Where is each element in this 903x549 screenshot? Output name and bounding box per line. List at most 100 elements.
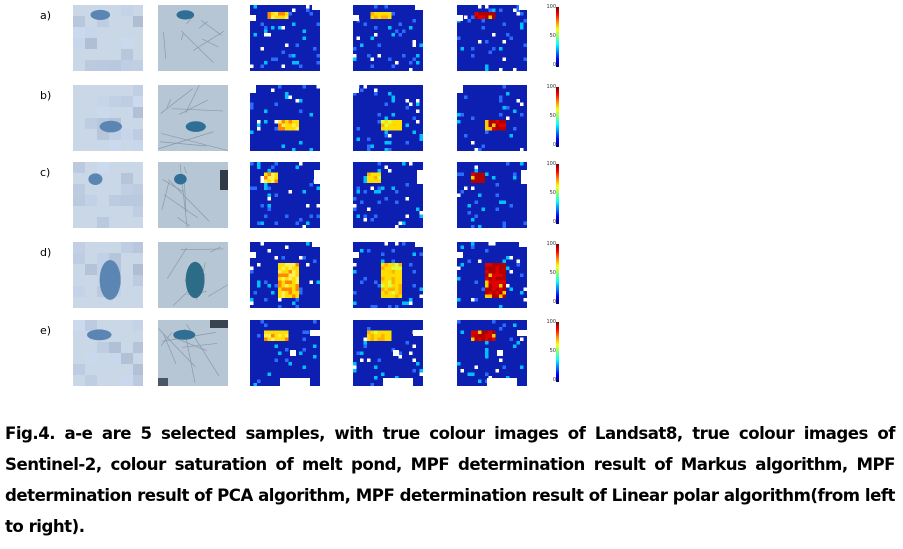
- map-cell: [250, 301, 254, 305]
- map-cell: [409, 162, 413, 166]
- map-cell: [278, 85, 282, 89]
- map-cell: [499, 305, 503, 308]
- map-cell: [267, 334, 271, 338]
- ice-crack: [180, 30, 214, 64]
- map-cell: [306, 8, 310, 12]
- map-cell: [464, 134, 468, 138]
- map-cell: [367, 358, 371, 362]
- pixel-block: [133, 375, 143, 386]
- map-cell: [288, 291, 292, 295]
- map-cell: [513, 127, 517, 131]
- map-cell: [285, 127, 289, 131]
- map-cell: [281, 120, 285, 124]
- map-cell: [523, 19, 527, 23]
- mpf-map: [250, 320, 320, 386]
- map-cell: [520, 148, 524, 151]
- map-cell: [481, 207, 485, 211]
- map-cell: [353, 57, 357, 61]
- map-cell: [257, 127, 261, 131]
- map-cell: [485, 120, 489, 124]
- map-cell: [402, 29, 406, 33]
- map-cell: [281, 15, 285, 19]
- map-cell: [388, 284, 392, 288]
- colorbar-tick-label: 100: [546, 241, 556, 247]
- map-cell: [416, 120, 420, 124]
- map-cell: [384, 197, 388, 201]
- map-cell: [478, 379, 482, 383]
- map-cell: [384, 5, 388, 9]
- colorbar: 100 50 0: [538, 162, 578, 228]
- melt-pond: [87, 329, 112, 341]
- map-cell: [405, 99, 409, 103]
- map-cell: [367, 337, 371, 341]
- map-cell: [416, 99, 420, 103]
- map-cell: [299, 291, 303, 295]
- pixel-block: [97, 96, 109, 107]
- map-cell: [419, 137, 423, 141]
- map-cell: [299, 351, 303, 355]
- map-cell: [499, 291, 503, 295]
- map-cell: [516, 263, 520, 267]
- map-cell: [412, 40, 416, 44]
- map-cell: [513, 344, 517, 348]
- map-cell: [467, 211, 471, 215]
- map-cell: [267, 284, 271, 288]
- map-cell: [377, 15, 381, 19]
- map-cell: [502, 273, 506, 277]
- map-cell: [367, 148, 371, 151]
- map-cell: [274, 15, 278, 19]
- map-cell: [381, 270, 385, 274]
- map-cell: [281, 277, 285, 281]
- map-cell: [402, 162, 406, 166]
- map-cell: [495, 284, 499, 288]
- map-cell: [391, 249, 395, 253]
- map-cell: [384, 12, 388, 16]
- pixel-block: [97, 342, 109, 353]
- map-cell: [370, 337, 374, 341]
- map-cell: [288, 362, 292, 366]
- pixel-block: [133, 206, 143, 217]
- map-cell: [295, 280, 299, 284]
- map-cell: [398, 263, 402, 267]
- pixel-block: [85, 375, 97, 386]
- map-cell: [520, 291, 524, 295]
- map-cell: [288, 270, 292, 274]
- map-cell: [485, 280, 489, 284]
- mpf-map: [457, 242, 527, 308]
- map-cell: [412, 369, 416, 373]
- map-cell: [377, 337, 381, 341]
- map-cell: [363, 337, 367, 341]
- masked-area: [353, 252, 359, 258]
- map-cell: [488, 287, 492, 291]
- map-cell: [488, 291, 492, 295]
- dark-water: [220, 170, 228, 190]
- map-cell: [313, 344, 317, 348]
- map-cell: [499, 270, 503, 274]
- map-cell: [384, 263, 388, 267]
- map-cell: [285, 12, 289, 16]
- map-cell: [295, 291, 299, 295]
- colorbar-tick-label: 100: [546, 319, 556, 325]
- map-cell: [488, 266, 492, 270]
- melt-pond: [99, 120, 122, 133]
- map-cell: [360, 280, 364, 284]
- map-cell: [257, 120, 261, 124]
- map-cell: [306, 263, 310, 267]
- map-cell: [285, 15, 289, 19]
- map-cell: [474, 330, 478, 334]
- colorbar-tick-label: 50: [549, 270, 556, 276]
- pixel-block: [121, 60, 133, 71]
- map-cell: [485, 266, 489, 270]
- sample-row: e) 100 50 0: [0, 320, 903, 394]
- map-cell: [260, 64, 264, 68]
- pixel-block: [121, 173, 133, 184]
- map-cell: [398, 284, 402, 288]
- map-cell: [267, 197, 271, 201]
- pixel-block: [85, 264, 97, 275]
- masked-area: [497, 350, 503, 356]
- map-cell: [274, 334, 278, 338]
- map-cell: [502, 277, 506, 281]
- map-cell: [485, 127, 489, 131]
- pixel-block: [133, 96, 143, 107]
- map-cell: [271, 291, 275, 295]
